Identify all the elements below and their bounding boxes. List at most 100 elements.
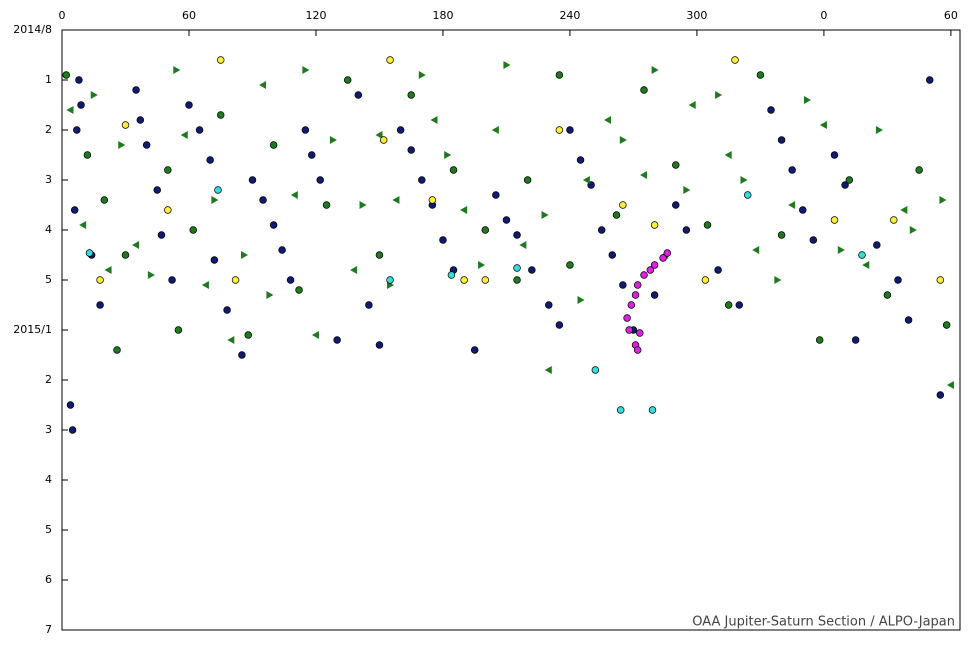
- point: [672, 161, 680, 169]
- point: [688, 101, 696, 109]
- point: [942, 321, 951, 329]
- point: [597, 226, 606, 234]
- point: [329, 136, 337, 144]
- point: [259, 81, 267, 89]
- point: [359, 201, 367, 209]
- point: [858, 251, 866, 259]
- point: [444, 151, 452, 159]
- y-tick-label: 2015/1: [13, 323, 52, 336]
- point: [612, 211, 621, 219]
- y-tick-label: 5: [45, 523, 52, 536]
- point: [841, 181, 849, 189]
- point: [735, 301, 744, 309]
- point: [909, 226, 917, 234]
- point: [214, 186, 222, 194]
- point: [266, 291, 274, 299]
- point: [248, 176, 257, 184]
- point: [788, 166, 796, 174]
- point: [164, 166, 172, 174]
- point: [96, 276, 104, 284]
- x-tick-label: 60: [182, 9, 196, 22]
- point: [491, 126, 499, 134]
- point: [113, 346, 121, 354]
- point: [774, 276, 782, 284]
- point: [582, 176, 590, 184]
- point: [555, 321, 564, 329]
- point: [216, 56, 225, 64]
- point: [386, 56, 394, 64]
- point: [354, 91, 363, 99]
- point: [513, 231, 521, 239]
- point: [290, 191, 298, 199]
- point: [851, 336, 860, 344]
- point: [650, 221, 659, 229]
- point: [430, 116, 438, 124]
- y-tick-label: 5: [45, 273, 52, 286]
- point: [269, 221, 278, 229]
- point: [946, 381, 954, 389]
- point: [206, 156, 214, 164]
- y-tick-label: 4: [45, 473, 52, 486]
- point: [75, 76, 83, 84]
- point: [418, 71, 426, 79]
- x-tick-label: 240: [559, 9, 580, 22]
- point: [100, 196, 109, 204]
- point: [201, 281, 209, 289]
- point: [672, 201, 680, 209]
- credit: OAA Jupiter-Saturn Section / ALPO-Japan: [692, 615, 955, 630]
- point: [576, 156, 585, 164]
- plot-frame: [61, 29, 961, 631]
- point: [121, 121, 130, 129]
- y-tick-label: 3: [45, 173, 52, 186]
- point: [682, 226, 691, 234]
- point: [142, 141, 151, 149]
- point: [715, 91, 723, 99]
- point: [837, 246, 845, 254]
- point: [633, 281, 642, 289]
- point: [625, 326, 633, 334]
- point: [740, 176, 748, 184]
- point: [519, 241, 527, 249]
- point: [153, 186, 161, 194]
- point: [803, 96, 811, 104]
- point: [566, 126, 574, 134]
- point: [936, 276, 945, 284]
- point: [830, 151, 839, 159]
- point: [231, 276, 240, 284]
- point: [278, 246, 286, 254]
- point: [798, 206, 807, 214]
- point: [894, 276, 902, 284]
- point: [640, 171, 648, 179]
- point: [79, 221, 87, 229]
- point: [788, 201, 796, 209]
- point: [174, 326, 183, 334]
- point: [104, 266, 112, 274]
- point: [238, 351, 246, 359]
- point: [545, 301, 553, 309]
- point: [481, 276, 490, 284]
- point: [478, 261, 486, 269]
- x-tick-label: 0: [820, 9, 827, 22]
- point: [648, 406, 657, 414]
- point: [195, 126, 204, 134]
- point: [555, 71, 564, 79]
- point: [132, 241, 140, 249]
- point: [311, 331, 319, 339]
- point: [269, 141, 278, 149]
- point: [168, 276, 176, 284]
- point: [604, 116, 612, 124]
- point: [752, 246, 760, 254]
- point: [640, 86, 648, 94]
- point: [623, 314, 631, 322]
- point: [307, 151, 316, 159]
- y-tick-label: 3: [45, 423, 52, 436]
- point: [460, 276, 468, 284]
- point: [68, 426, 77, 434]
- point: [223, 306, 231, 314]
- point: [481, 226, 490, 234]
- x-tick-label: 60: [944, 9, 958, 22]
- point: [375, 251, 384, 259]
- point: [211, 196, 219, 204]
- point: [189, 226, 197, 234]
